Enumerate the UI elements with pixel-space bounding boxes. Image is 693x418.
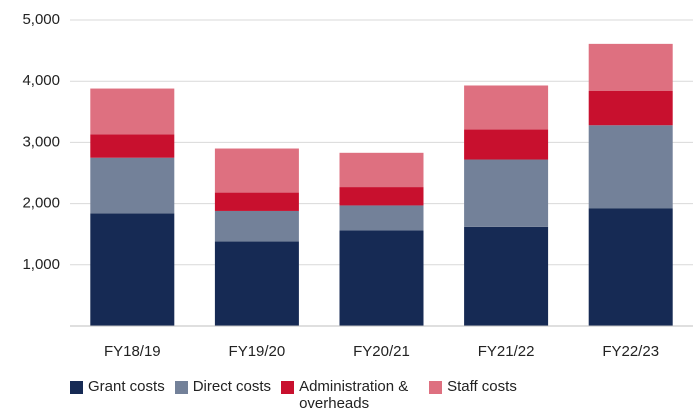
bar-segment — [588, 43, 673, 91]
legend-label: Grant costs — [88, 378, 165, 395]
x-tick-label: FY22/23 — [602, 343, 659, 360]
bar-segment — [90, 157, 175, 214]
legend-item: Administration & overheads — [281, 378, 419, 412]
bar-segment — [464, 129, 549, 160]
y-tick-label: 3,000 — [22, 133, 60, 150]
bar-segment — [214, 210, 299, 242]
legend-swatch — [281, 381, 295, 394]
bar-segment — [90, 134, 175, 158]
y-tick-label: 1,000 — [22, 256, 60, 273]
legend-label: Administration & overheads — [299, 378, 409, 412]
bar-segment — [464, 85, 549, 130]
bar-segment — [464, 159, 549, 227]
bar-segment — [588, 208, 673, 326]
legend: Grant costs Direct costs Administration & … — [70, 378, 527, 412]
legend-label: Staff costs — [447, 378, 517, 395]
bar-segment — [214, 192, 299, 211]
y-tick-label: 5,000 — [22, 11, 60, 28]
bar-segment — [339, 152, 424, 188]
legend-item: Staff costs — [429, 378, 517, 412]
chart: 1,000 2,000 3,000 4,000 5,000 FY18/19 FY19/20 F… — [22, 11, 693, 360]
legend-item: Direct costs — [174, 378, 272, 412]
bar-segment — [339, 187, 424, 206]
legend-swatch — [70, 381, 83, 394]
bar-segment — [464, 226, 549, 326]
bar-segment — [339, 230, 424, 326]
bar-segment — [588, 90, 673, 126]
y-tick-label: 2,000 — [22, 195, 60, 212]
bar-segment — [90, 213, 175, 326]
y-tick-label: 4,000 — [22, 72, 60, 89]
legend-label: Direct costs — [192, 378, 272, 395]
bar-segment — [588, 125, 673, 209]
x-tick-label: FY19/20 — [229, 343, 286, 360]
legend-item: Grant costs — [70, 378, 165, 412]
legend-swatch — [429, 381, 443, 394]
x-tick-label: FY20/21 — [353, 343, 410, 360]
legend-swatch — [174, 381, 188, 394]
bar-segment — [214, 148, 299, 193]
x-tick-label: FY21/22 — [478, 343, 535, 360]
bar-segment — [339, 205, 424, 231]
bar-segment — [214, 241, 299, 326]
x-tick-label: FY18/19 — [104, 343, 161, 360]
bar-segment — [90, 88, 175, 135]
